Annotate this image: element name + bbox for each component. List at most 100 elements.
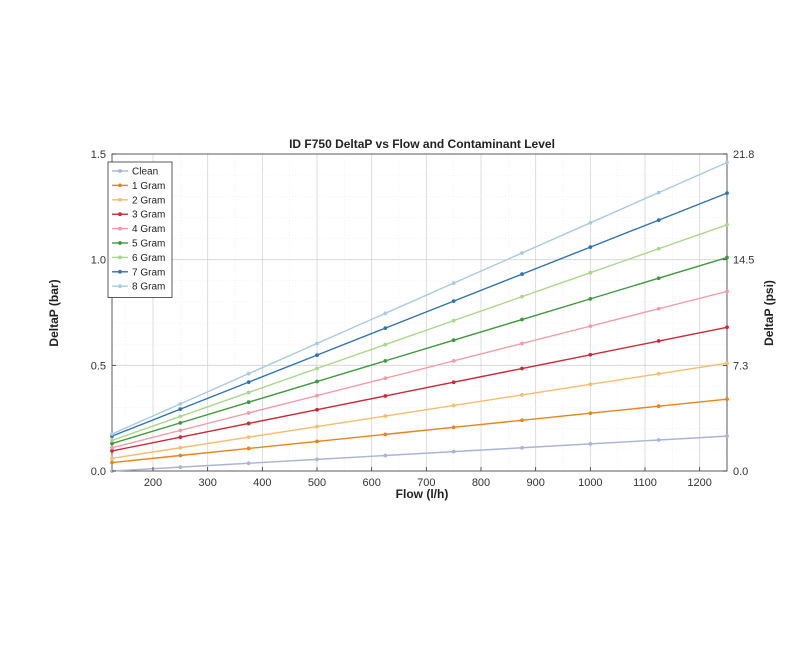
series-point bbox=[110, 456, 114, 461]
series-line bbox=[111, 224, 728, 442]
series-point bbox=[725, 255, 729, 260]
series-point bbox=[520, 366, 524, 371]
y2-tick-label: 14.5 bbox=[733, 255, 754, 267]
series-point bbox=[588, 352, 593, 357]
series-point bbox=[315, 424, 319, 429]
legend-label: 4 Gram bbox=[132, 224, 165, 235]
legend-label: 1 Gram bbox=[132, 181, 165, 192]
series-line bbox=[111, 256, 728, 445]
series-point bbox=[315, 457, 319, 462]
series-point bbox=[451, 358, 456, 363]
series bbox=[110, 191, 729, 439]
legend: Clean 1 Gram 2 Gram 3 Gram 4 Gram 5 Gram 6 Gra… bbox=[107, 161, 173, 299]
series-point bbox=[451, 338, 456, 343]
series-point bbox=[383, 342, 388, 347]
series bbox=[110, 325, 729, 453]
series-point bbox=[520, 393, 524, 397]
x-tick-label: 900 bbox=[526, 477, 544, 489]
legend-swatch-marker bbox=[118, 169, 122, 173]
x-tick-label: 400 bbox=[253, 477, 271, 489]
legend-label: 5 Gram bbox=[132, 239, 165, 250]
series-point bbox=[383, 432, 388, 437]
series-point bbox=[725, 191, 729, 195]
series-point bbox=[383, 394, 388, 398]
series-line bbox=[111, 326, 728, 452]
series-point bbox=[178, 435, 183, 440]
series bbox=[110, 255, 729, 446]
series-point bbox=[588, 411, 593, 416]
series-point bbox=[451, 299, 456, 304]
series-point bbox=[656, 339, 661, 343]
series-point bbox=[656, 438, 661, 442]
series-point bbox=[588, 441, 593, 446]
series-point bbox=[451, 449, 456, 454]
series bbox=[110, 289, 729, 450]
x-tick-label: 600 bbox=[362, 477, 380, 489]
legend-swatch-marker bbox=[118, 197, 122, 202]
series-point bbox=[725, 361, 729, 366]
chart-title: ID F750 DeltaP vs Flow and Contaminant L… bbox=[289, 137, 555, 151]
y-tick-label: 1.0 bbox=[91, 255, 106, 267]
series-point bbox=[588, 245, 593, 250]
series-point bbox=[315, 407, 319, 412]
legend-label: 6 Gram bbox=[132, 253, 165, 264]
y-tick-label: 1.5 bbox=[91, 149, 106, 161]
series-point bbox=[520, 341, 524, 346]
series-point bbox=[588, 220, 593, 225]
legend-label: 2 Gram bbox=[132, 195, 165, 206]
series-point bbox=[110, 460, 114, 465]
series-point bbox=[315, 366, 319, 371]
series-point bbox=[588, 296, 593, 301]
series-point bbox=[246, 446, 251, 451]
x-tick-label: 500 bbox=[308, 477, 326, 489]
plot-frame bbox=[111, 153, 728, 472]
series-point bbox=[246, 461, 251, 466]
legend-label: 7 Gram bbox=[132, 267, 165, 278]
series-point bbox=[178, 465, 183, 470]
y-tick-label: 0.0 bbox=[91, 466, 106, 478]
legend-label: Clean bbox=[132, 167, 158, 178]
x-tick-label: 1100 bbox=[633, 477, 657, 489]
series-point bbox=[588, 324, 593, 329]
series-point bbox=[383, 453, 388, 458]
series-point bbox=[178, 401, 183, 406]
series-point bbox=[110, 449, 114, 453]
y-tick-label: 0.5 bbox=[91, 360, 106, 372]
legend-swatch-marker bbox=[118, 284, 122, 289]
series-point bbox=[451, 403, 456, 408]
axes: 200 300 400 500 600 700 800 900 1000 1100 1200 0.0 0… bbox=[91, 149, 755, 489]
series-point bbox=[520, 317, 524, 322]
series-point bbox=[656, 190, 661, 195]
series-point bbox=[383, 358, 388, 363]
series-point bbox=[656, 218, 661, 223]
series-point bbox=[520, 418, 524, 423]
series-point bbox=[178, 414, 183, 419]
x-tick-label: 800 bbox=[472, 477, 490, 489]
x-axis-label: Flow (l/h) bbox=[396, 487, 449, 501]
series-point bbox=[246, 400, 251, 405]
series-point bbox=[588, 382, 593, 387]
legend-swatch-marker bbox=[118, 226, 122, 231]
x-tick-label: 1200 bbox=[687, 477, 711, 489]
series-point bbox=[315, 341, 319, 346]
series-line bbox=[111, 192, 728, 437]
series-point bbox=[246, 390, 251, 395]
series-point bbox=[451, 281, 456, 286]
y2-tick-label: 0.0 bbox=[733, 466, 748, 478]
series-point bbox=[383, 326, 388, 331]
series-point bbox=[178, 420, 183, 425]
series-point bbox=[725, 434, 729, 439]
series-point bbox=[110, 438, 114, 443]
series-point bbox=[246, 435, 251, 440]
x-tick-label: 200 bbox=[144, 477, 162, 489]
series-layer bbox=[110, 160, 729, 473]
series-line bbox=[111, 398, 728, 464]
series-point bbox=[725, 160, 729, 165]
series-point bbox=[656, 246, 661, 251]
y2-tick-label: 7.3 bbox=[733, 360, 748, 372]
series-line bbox=[111, 161, 728, 435]
series-point bbox=[110, 445, 114, 450]
series-point bbox=[246, 380, 251, 385]
series-point bbox=[520, 445, 524, 450]
